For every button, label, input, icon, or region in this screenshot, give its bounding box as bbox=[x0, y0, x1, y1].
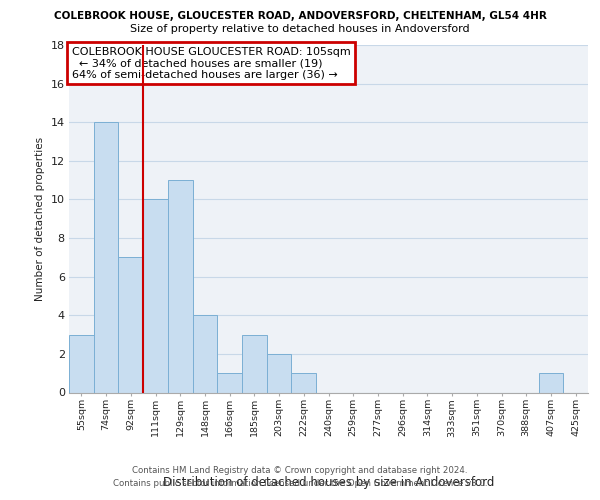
Bar bbox=[292, 373, 316, 392]
Bar bbox=[168, 180, 193, 392]
Bar bbox=[118, 258, 143, 392]
Y-axis label: Number of detached properties: Number of detached properties bbox=[35, 136, 45, 301]
Text: COLEBROOK HOUSE, GLOUCESTER ROAD, ANDOVERSFORD, CHELTENHAM, GL54 4HR: COLEBROOK HOUSE, GLOUCESTER ROAD, ANDOVE… bbox=[53, 11, 547, 21]
Bar bbox=[242, 334, 267, 392]
Text: COLEBROOK HOUSE GLOUCESTER ROAD: 105sqm
  ← 34% of detached houses are smaller (: COLEBROOK HOUSE GLOUCESTER ROAD: 105sqm … bbox=[71, 46, 350, 80]
Text: Size of property relative to detached houses in Andoversford: Size of property relative to detached ho… bbox=[130, 24, 470, 34]
Text: Contains HM Land Registry data © Crown copyright and database right 2024.
Contai: Contains HM Land Registry data © Crown c… bbox=[113, 466, 487, 487]
Bar bbox=[143, 200, 168, 392]
Bar bbox=[69, 334, 94, 392]
Bar bbox=[94, 122, 118, 392]
X-axis label: Distribution of detached houses by size in Andoversford: Distribution of detached houses by size … bbox=[163, 476, 494, 488]
Bar bbox=[539, 373, 563, 392]
Bar bbox=[267, 354, 292, 393]
Bar bbox=[193, 316, 217, 392]
Bar bbox=[217, 373, 242, 392]
